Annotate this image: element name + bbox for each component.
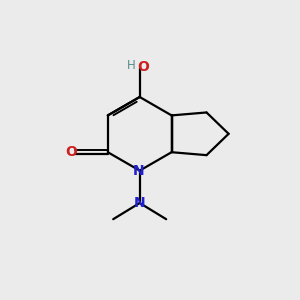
Text: O: O <box>137 60 149 74</box>
Text: H: H <box>127 59 136 72</box>
Text: O: O <box>65 145 77 159</box>
Text: N: N <box>132 164 144 178</box>
Text: N: N <box>134 196 146 210</box>
